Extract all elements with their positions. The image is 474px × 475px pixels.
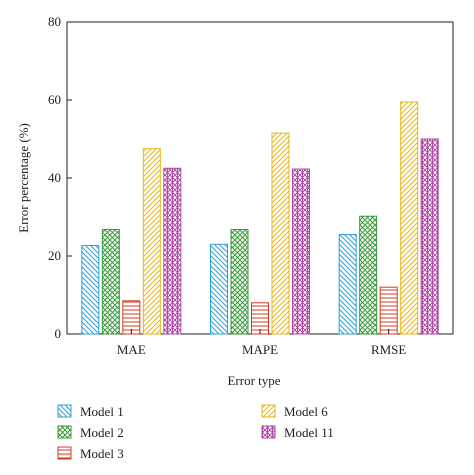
bar bbox=[142, 148, 161, 335]
y-tick-label: 80 bbox=[48, 14, 61, 29]
legend-label: Model 2 bbox=[80, 425, 124, 440]
bar bbox=[338, 234, 357, 335]
legend-item: Model 2 bbox=[57, 425, 124, 440]
bar bbox=[101, 228, 120, 335]
legend-swatch bbox=[57, 425, 72, 439]
bar bbox=[400, 101, 419, 335]
legend-swatch bbox=[261, 404, 276, 418]
legend: Model 1 Model 2 Model 3 Model 6 Model 11 bbox=[57, 404, 334, 461]
bar bbox=[230, 228, 249, 335]
y-tick-label: 20 bbox=[48, 248, 61, 263]
x-axis-title: Error type bbox=[227, 373, 280, 388]
x-tick-labels: MAE MAPE RMSE bbox=[117, 329, 406, 357]
bar bbox=[292, 168, 310, 335]
y-tick-label: 40 bbox=[48, 170, 61, 185]
legend-item: Model 3 bbox=[57, 446, 124, 461]
x-tick-label: RMSE bbox=[371, 342, 406, 357]
legend-label: Model 3 bbox=[80, 446, 124, 461]
bar bbox=[359, 215, 378, 335]
bar-marks bbox=[81, 101, 439, 335]
y-axis-title: Error percentage (%) bbox=[16, 123, 31, 233]
x-tick-label: MAPE bbox=[242, 342, 278, 357]
bar bbox=[271, 132, 290, 335]
y-tick-label: 60 bbox=[48, 92, 61, 107]
legend-item: Model 1 bbox=[57, 404, 124, 419]
legend-item: Model 11 bbox=[261, 425, 334, 440]
legend-swatch bbox=[57, 446, 72, 460]
legend-label: Model 1 bbox=[80, 404, 124, 419]
bar bbox=[420, 138, 439, 335]
bar bbox=[379, 286, 398, 335]
legend-label: Model 6 bbox=[284, 404, 328, 419]
legend-swatch bbox=[261, 425, 276, 439]
bar bbox=[163, 167, 182, 335]
legend-label: Model 11 bbox=[284, 425, 334, 440]
legend-item: Model 6 bbox=[261, 404, 328, 419]
x-tick-label: MAE bbox=[117, 342, 146, 357]
y-tick-labels: 0 20 40 60 80 bbox=[48, 14, 72, 341]
bar bbox=[210, 243, 228, 335]
y-tick-label: 0 bbox=[55, 326, 62, 341]
legend-swatch bbox=[57, 404, 72, 418]
bar bbox=[81, 244, 100, 335]
